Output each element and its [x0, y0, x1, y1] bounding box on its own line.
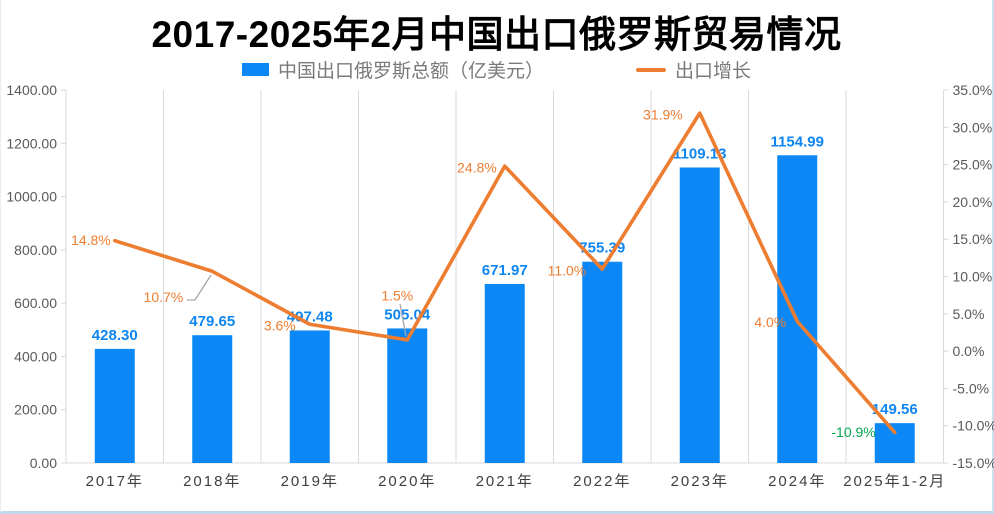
y-axis-left-label: 800.00 [14, 242, 57, 258]
legend-label-export-total: 中国出口俄罗斯总额（亿美元） [277, 61, 544, 82]
y-axis-right-label: -15.0% [953, 455, 994, 471]
legend-label-export-growth: 出口增长 [675, 61, 752, 82]
bar-2018年[interactable] [192, 335, 233, 463]
y-axis-left-label: 1200.00 [6, 135, 57, 151]
y-axis-left-label: 400.00 [14, 348, 57, 364]
x-axis-label: 2023年 [671, 473, 729, 490]
y-axis-right-label: 15.0% [953, 231, 993, 247]
y-axis-left-label: 0.00 [30, 455, 57, 471]
bar-swatch-icon [241, 63, 269, 76]
line-swatch-icon [636, 67, 666, 72]
x-axis-label: 2017年 [86, 473, 144, 490]
y-axis-right-label: 20.0% [953, 194, 993, 210]
chart-title: 2017-2025年2月中国出口俄罗斯贸易情况 [151, 14, 842, 55]
bar-value-label: 497.48 [287, 308, 333, 325]
bar-2017年[interactable] [94, 348, 135, 463]
x-axis-label: 2021年 [476, 473, 534, 490]
y-axis-right-label: 10.0% [953, 269, 993, 285]
growth-point-label: 14.8% [71, 232, 111, 248]
bar-value-label: 671.97 [482, 262, 528, 279]
bar-value-label: 1109.13 [673, 145, 726, 162]
legend-item-export-growth[interactable]: 出口增长 [636, 56, 751, 83]
bar-2021年[interactable] [484, 283, 525, 463]
y-axis-right-label: 30.0% [953, 119, 993, 135]
y-axis-right-label: -5.0% [953, 380, 990, 396]
growth-point-label: 24.8% [457, 160, 497, 176]
x-axis-label: 2020年 [378, 473, 436, 490]
bar-value-label: 479.65 [189, 313, 235, 330]
y-axis-left-label: 600.00 [14, 295, 57, 311]
bar-value-label: 149.56 [872, 401, 918, 418]
bar-2025年1-2月[interactable] [874, 423, 915, 463]
y-axis-left-label: 200.00 [14, 402, 57, 418]
bar-2024年[interactable] [777, 155, 818, 464]
growth-point-label: 3.6% [264, 318, 296, 334]
chart-legend: 中国出口俄罗斯总额（亿美元） 出口增长 [1, 56, 992, 83]
growth-point-label: -10.9% [831, 424, 875, 440]
bar-2019年[interactable] [289, 330, 330, 463]
y-axis-right-label: 5.0% [953, 306, 985, 322]
growth-point-label: 10.7% [144, 289, 184, 305]
growth-line[interactable] [112, 111, 897, 435]
x-axis-label: 2022年 [573, 473, 631, 490]
x-axis-label: 2025年1-2月 [843, 473, 946, 490]
bar-2022年[interactable] [582, 261, 623, 463]
y-axis-right-label: 35.0% [953, 82, 993, 98]
legend-item-export-total[interactable]: 中国出口俄罗斯总额（亿美元） [241, 56, 544, 83]
y-axis-left-label: 1000.00 [6, 189, 57, 205]
y-axis-left-label: 1400.00 [6, 82, 57, 98]
bar-2023年[interactable] [679, 167, 720, 463]
y-axis-right-label: 0.0% [953, 343, 985, 359]
growth-point-label: 11.0% [548, 263, 587, 279]
y-axis-right-label: 25.0% [953, 157, 993, 173]
growth-point-label: 4.0% [754, 314, 786, 330]
growth-point-label: 31.9% [643, 107, 683, 123]
bar-value-label: 1154.99 [771, 133, 824, 150]
y-axis-right-label: -10.0% [953, 418, 994, 434]
x-axis-label: 2024年 [768, 473, 826, 490]
x-axis-label: 2019年 [281, 473, 339, 490]
leader-line [187, 274, 212, 301]
bar-2020年[interactable] [387, 328, 428, 463]
growth-point-label: 1.5% [381, 287, 413, 303]
leader-line [399, 303, 407, 337]
bar-value-label: 428.30 [92, 327, 138, 344]
x-axis-label: 2018年 [183, 473, 241, 490]
